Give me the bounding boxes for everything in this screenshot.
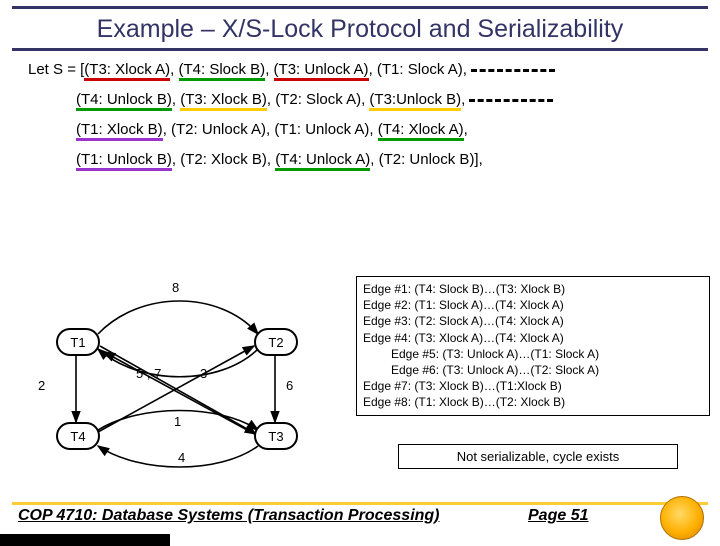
edge-label: 4 <box>178 450 185 465</box>
not-serializable-box: Not serializable, cycle exists <box>398 444 678 469</box>
author-strip <box>0 534 170 546</box>
title-rule <box>12 48 708 51</box>
edge-label: 1 <box>174 414 181 429</box>
graph-node: T4 <box>56 422 100 450</box>
edge-label: 3 <box>200 366 207 381</box>
edge-list-box: Edge #1: (T4: Slock B)…(T3: Xlock B)Edge… <box>356 276 710 416</box>
footer-rule <box>12 502 708 505</box>
edge-list-item: Edge #1: (T4: Slock B)…(T3: Xlock B) <box>363 281 703 297</box>
graph-node: T2 <box>254 328 298 356</box>
edge-list-item: Edge #7: (T3: Xlock B)…(T1:Xlock B) <box>363 378 703 394</box>
body: Let S = [(T3: Xlock A), (T4: Slock B), (… <box>0 61 720 169</box>
schedule-line-4: (T1: Unlock B), (T2: Xlock B), (T4: Unlo… <box>76 151 692 169</box>
logo-icon <box>660 496 704 540</box>
edge-list-item: Edge #3: (T2: Slock A)…(T4: Xlock A) <box>363 313 703 329</box>
edge-list-item: Edge #8: (T1: Xlock B)…(T2: Xlock B) <box>363 394 703 410</box>
schedule-line-1: Let S = [(T3: Xlock A), (T4: Slock B), (… <box>28 61 692 79</box>
graph-node: T3 <box>254 422 298 450</box>
edge-label: 6 <box>286 378 293 393</box>
precedence-graph: T1 T2 T4 T3 8 5 , 7 3 2 6 1 4 <box>10 274 340 474</box>
footer-page: Page 51 <box>528 507 588 525</box>
page-title: Example – X/S-Lock Protocol and Serializ… <box>0 13 720 48</box>
lower-area: T1 T2 T4 T3 8 5 , 7 3 2 6 1 4 Edge #1: (T4: Slock… <box>10 274 710 474</box>
schedule-line-3: (T1: Xlock B), (T2: Unlock A), (T1: Unlo… <box>76 121 692 139</box>
footer-course: COP 4710: Database Systems (Transaction … <box>18 507 528 525</box>
graph-node: T1 <box>56 328 100 356</box>
edge-list-item: Edge #5: (T3: Unlock A)…(T1: Slock A) <box>363 346 703 362</box>
top-rule <box>12 6 708 9</box>
edge-label: 5 , 7 <box>136 366 161 381</box>
edge-label: 8 <box>172 280 179 295</box>
edge-list-item: Edge #4: (T3: Xlock A)…(T4: Xlock A) <box>363 330 703 346</box>
edge-list-item: Edge #2: (T1: Slock A)…(T4: Xlock A) <box>363 297 703 313</box>
footer-text: COP 4710: Database Systems (Transaction … <box>0 507 720 525</box>
footer: COP 4710: Database Systems (Transaction … <box>0 502 720 532</box>
edge-list-item: Edge #6: (T3: Unlock A)…(T2: Slock A) <box>363 362 703 378</box>
schedule-line-2: (T4: Unlock B), (T3: Xlock B), (T2: Sloc… <box>76 91 692 109</box>
edge-label: 2 <box>38 378 45 393</box>
